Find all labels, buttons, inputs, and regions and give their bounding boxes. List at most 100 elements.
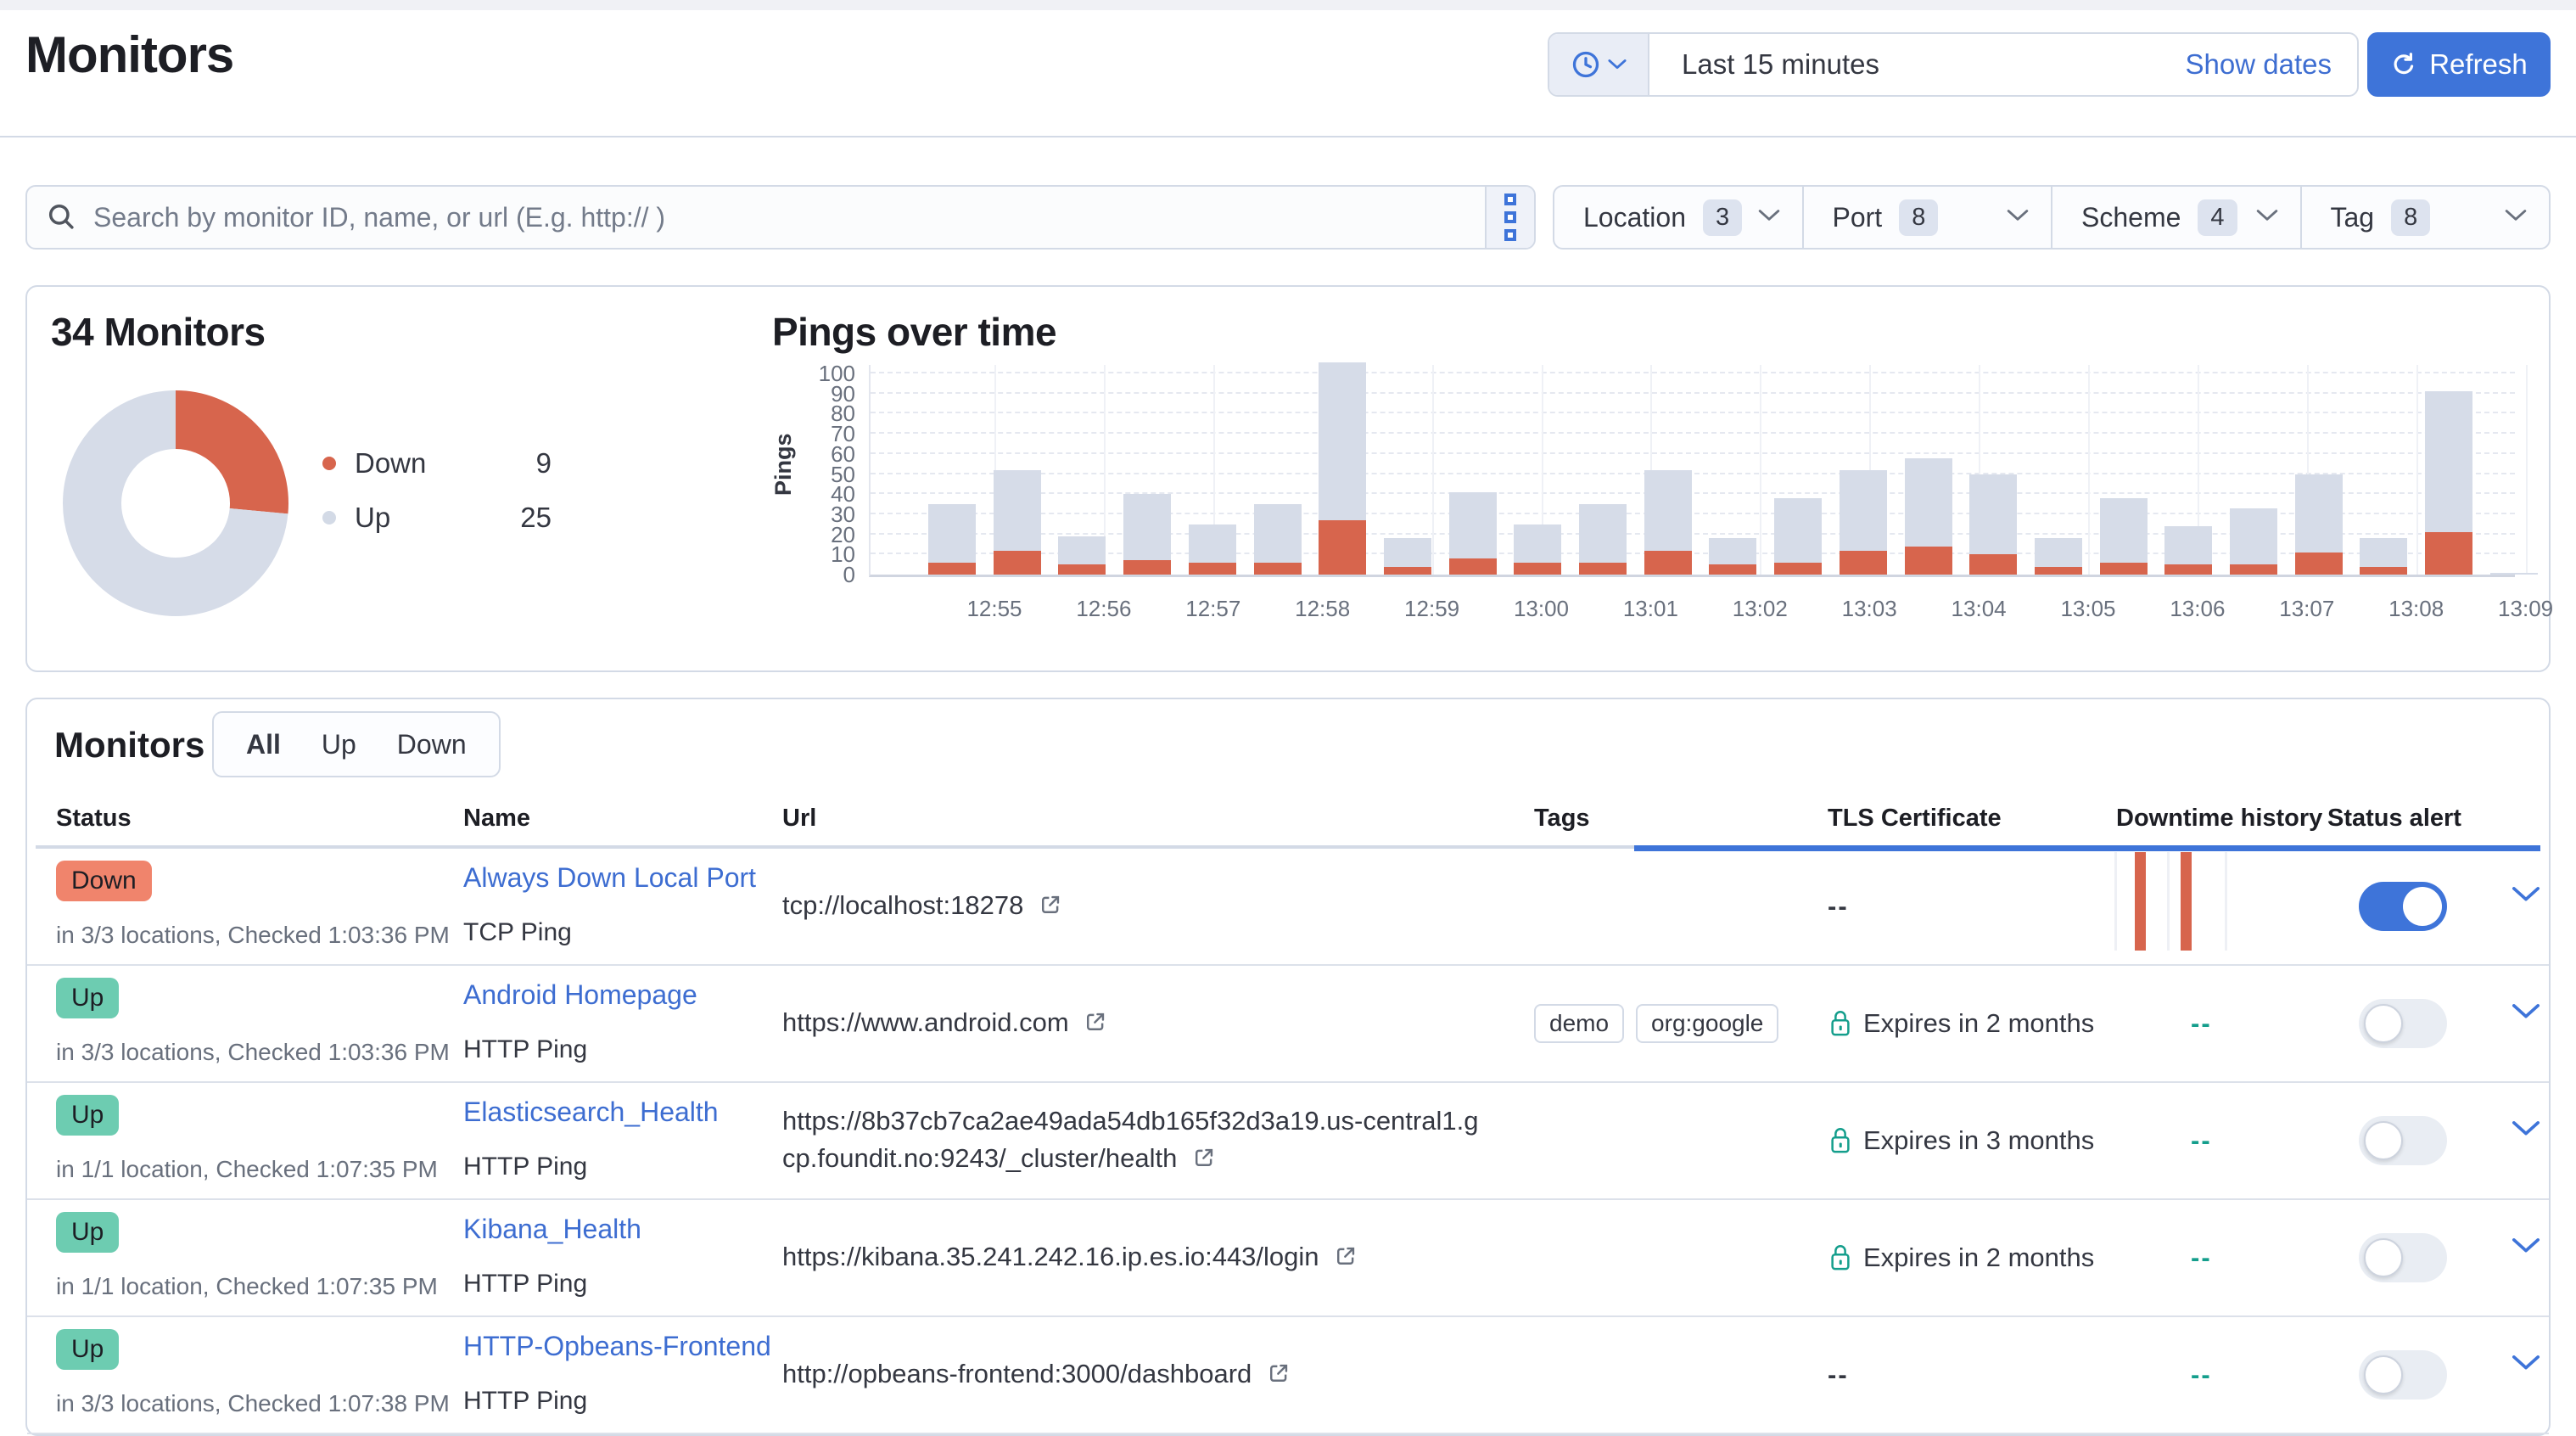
filter-location[interactable]: Location 3 [1554, 187, 1804, 248]
monitor-url-link[interactable]: tcp://localhost:18278 [782, 887, 1112, 926]
downtime-empty-value: -- [2191, 1125, 2212, 1155]
pings-bar-down [1579, 562, 1627, 575]
filter-port[interactable]: Port 8 [1804, 187, 2052, 248]
status-alert-cell [2327, 1317, 2505, 1433]
monitor-url-link[interactable]: http://opbeans-frontend:3000/dashboard [782, 1355, 1341, 1394]
filter-label: Location [1583, 201, 1686, 233]
gridline [1869, 365, 1872, 575]
pings-chart-title: Pings over time [772, 310, 1057, 354]
pings-bar-down [2294, 552, 2343, 575]
name-cell: HTTP-Opbeans-Frontend HTTP Ping [463, 1317, 782, 1433]
downtime-empty-value: -- [2191, 1008, 2212, 1038]
pings-bar-down [928, 562, 976, 575]
pings-bar [1579, 504, 1627, 575]
pings-bar-up [2360, 538, 2408, 567]
monitor-count-title: 34 Monitors [51, 310, 266, 354]
status-alert-toggle[interactable] [2359, 1233, 2447, 1282]
show-dates-button[interactable]: Show dates [2185, 48, 2332, 80]
monitor-url-link[interactable]: https://kibana.35.241.242.16.ip.es.io:44… [782, 1238, 1408, 1277]
x-axis-tick: 13:00 [1513, 596, 1570, 621]
monitor-name-link[interactable]: HTTP-Opbeans-Frontend [463, 1331, 771, 1361]
chevron-down-icon [1758, 209, 1779, 221]
tag-badge: demo [1534, 1004, 1625, 1043]
filter-tag[interactable]: Tag 8 [2302, 187, 2550, 248]
legend-dot [322, 511, 336, 524]
refresh-button[interactable]: Refresh [2367, 32, 2551, 97]
status-alert-toggle[interactable] [2359, 999, 2447, 1048]
status-alert-toggle[interactable] [2359, 882, 2447, 931]
expand-row-button[interactable] [2505, 879, 2547, 912]
table-header-divider [36, 845, 2540, 851]
pings-bar [928, 504, 976, 575]
expand-row-button[interactable] [2505, 1348, 2547, 1381]
tags-cell [1534, 849, 1828, 964]
pings-bar-up [1904, 457, 1952, 547]
x-axis-tick: 12:57 [1185, 596, 1241, 621]
pings-bar-up [2425, 391, 2473, 533]
tls-lock-icon [1831, 1011, 1850, 1036]
pings-bar-up [1839, 469, 1887, 551]
filter-label: Port [1832, 201, 1883, 233]
monitor-name-link[interactable]: Elasticsearch_Health [463, 1097, 719, 1127]
tab-up[interactable]: Up [321, 728, 356, 760]
date-range-value[interactable]: Last 15 minutes [1682, 48, 1879, 80]
search-input[interactable] [78, 187, 1485, 248]
gridline [2525, 365, 2528, 575]
expand-row-button[interactable] [2505, 996, 2547, 1029]
gridline [2306, 365, 2309, 575]
status-alert-toggle[interactable] [2359, 1350, 2447, 1400]
filter-count-badge: 8 [1899, 199, 1939, 236]
expand-row-button[interactable] [2505, 1113, 2547, 1147]
gridline [1650, 365, 1653, 575]
monitor-url-link[interactable]: https://www.android.com [782, 1004, 1157, 1043]
status-detail: in 3/3 locations, Checked 1:07:38 PM [56, 1390, 450, 1416]
refresh-icon [2394, 53, 2414, 75]
filter-count-badge: 3 [1702, 199, 1743, 236]
chevron-down-icon [2512, 1238, 2540, 1253]
tab-all[interactable]: All [246, 728, 281, 760]
pings-bar [1123, 494, 1172, 575]
expand-cell [2505, 1200, 2552, 1315]
filter-scheme[interactable]: Scheme 4 [2052, 187, 2302, 248]
pings-bar [1774, 497, 1823, 575]
pings-bar-down [993, 550, 1041, 575]
pings-bar-down [1774, 562, 1823, 575]
status-badge: Up [56, 978, 120, 1018]
pings-bar [2034, 538, 2082, 575]
tab-down[interactable]: Down [396, 728, 467, 760]
monitor-name-link[interactable]: Always Down Local Port [463, 862, 757, 893]
col-tls: TLS Certificate [1828, 804, 2002, 832]
expand-row-button[interactable] [2505, 1231, 2547, 1264]
date-quick-select-button[interactable] [1549, 34, 1649, 95]
downtime-cell: -- [2116, 1317, 2327, 1433]
filter-count-badge: 4 [2198, 199, 2237, 236]
page-title: Monitors [25, 26, 234, 83]
y-axis-tick: 10 [831, 541, 855, 568]
pings-bar-down [1319, 520, 1367, 575]
x-axis-tick: 12:55 [966, 596, 1022, 621]
monitors-card: Monitors All Up Down Status Name Url Tag… [25, 698, 2551, 1436]
x-axis-tick: 12:59 [1404, 596, 1460, 621]
x-axis-tick: 13:09 [2498, 596, 2554, 621]
pings-bar-up [1188, 524, 1236, 563]
monitor-url-link[interactable]: https://8b37cb7ca2ae49ada54db165f32d3a19… [782, 1102, 1534, 1179]
downtime-bar [2135, 852, 2146, 951]
downtime-cell: -- [2116, 1200, 2327, 1315]
monitor-name-link[interactable]: Android Homepage [463, 979, 697, 1010]
gridline [871, 532, 2515, 535]
table-body: Down in 3/3 locations, Checked 1:03:36 P… [27, 849, 2549, 1434]
monitor-name-link[interactable]: Kibana_Health [463, 1214, 641, 1244]
tls-cell: Expires in 2 months [1828, 1200, 2116, 1315]
y-axis-tick: 40 [831, 481, 855, 508]
monitor-type: HTTP Ping [463, 1270, 588, 1298]
col-downtime: Downtime history [2116, 804, 2323, 832]
status-alert-toggle[interactable] [2359, 1116, 2447, 1165]
query-menu-button[interactable] [1485, 187, 1534, 248]
pings-bar-down [1123, 560, 1172, 575]
pings-bar [1383, 538, 1431, 575]
status-cell: Up in 3/3 locations, Checked 1:07:38 PM [56, 1317, 463, 1433]
pings-bar-up [2489, 572, 2538, 575]
chevron-down-icon [2512, 887, 2540, 901]
filter-count-badge: 8 [2391, 199, 2431, 236]
search-box [25, 185, 1536, 250]
